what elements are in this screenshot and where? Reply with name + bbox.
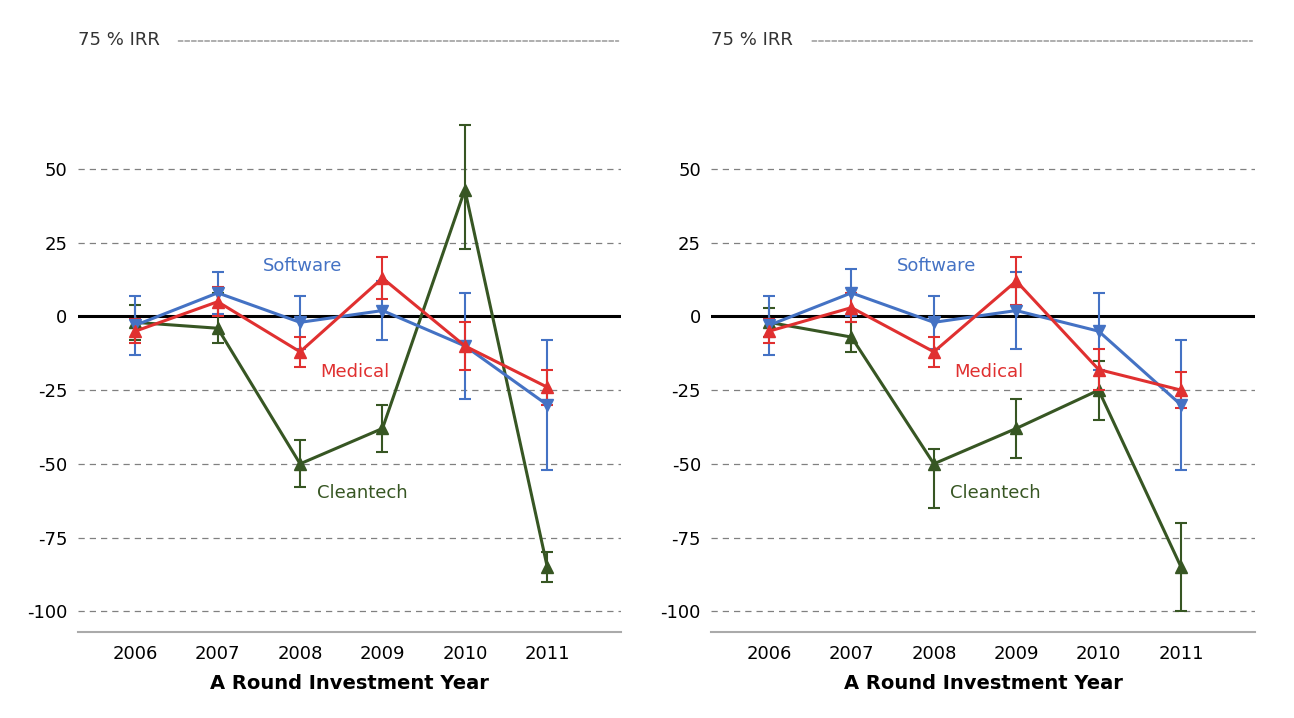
Text: Cleantech: Cleantech <box>950 484 1040 502</box>
Text: Software: Software <box>263 257 343 275</box>
X-axis label: A Round Investment Year: A Round Investment Year <box>210 674 489 693</box>
Text: 75 % IRR: 75 % IRR <box>712 32 793 50</box>
Text: Software: Software <box>897 257 976 275</box>
Text: Medical: Medical <box>321 363 389 381</box>
Text: 75 % IRR: 75 % IRR <box>78 32 159 50</box>
Text: Cleantech: Cleantech <box>317 484 408 502</box>
Text: Medical: Medical <box>955 363 1024 381</box>
X-axis label: A Round Investment Year: A Round Investment Year <box>844 674 1123 693</box>
